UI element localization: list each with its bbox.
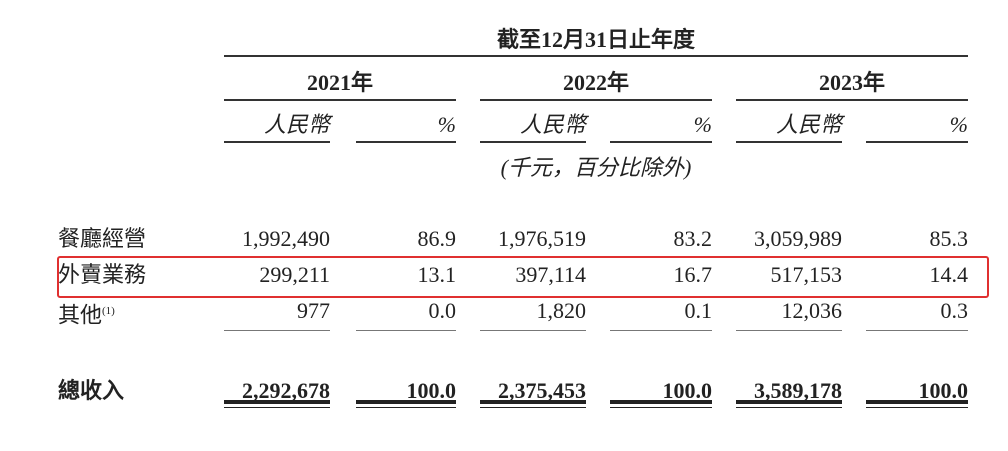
table-cell: 0.3	[940, 298, 969, 323]
row-label: 外賣業務	[58, 262, 146, 288]
unit-rule	[224, 141, 330, 143]
table-cell: 83.2	[673, 226, 713, 251]
total-cell: 100.0	[406, 378, 457, 403]
total-double-rule-thick	[224, 400, 330, 404]
total-cell: 3,589,178	[754, 378, 842, 403]
unit-rule	[610, 141, 712, 143]
table-cell: 397,114	[515, 262, 586, 287]
table-cell: 1,992,490	[242, 226, 330, 251]
table-cell: 1,820	[536, 298, 587, 323]
total-double-rule-thin	[866, 407, 968, 408]
period-title: 截至12月31日止年度	[496, 27, 695, 52]
row-label-text: 餐廳經營	[58, 226, 147, 251]
percent-header: %	[949, 112, 968, 137]
total-double-rule-thin	[356, 407, 456, 408]
total-double-rule-thin	[736, 407, 842, 408]
table-cell: 13.1	[417, 262, 457, 287]
table-cell: 12,036	[781, 298, 843, 323]
total-double-rule-thick	[480, 400, 586, 404]
currency-header: 人民幣	[775, 112, 842, 137]
currency-header: 人民幣	[263, 112, 330, 137]
total-cell: 100.0	[918, 378, 969, 403]
total-double-rule-thick	[736, 400, 842, 404]
table-cell: 85.3	[929, 226, 969, 251]
total-double-rule-thick	[356, 400, 456, 404]
table-cell: 977	[297, 298, 330, 323]
unit-rule	[356, 141, 456, 143]
table-cell: 16.7	[673, 262, 713, 287]
unit-rule	[866, 141, 968, 143]
total-double-rule-thick	[866, 400, 968, 404]
total-label: 總收入	[58, 378, 125, 403]
percent-header: %	[693, 112, 712, 137]
total-double-rule-thick	[610, 400, 712, 404]
row-label: 餐廳經營	[58, 226, 146, 252]
year-header: 2022年	[562, 70, 629, 95]
currency-header: 人民幣	[519, 112, 586, 137]
subtotal-rule	[866, 330, 968, 331]
table-cell: 3,059,989	[754, 226, 842, 251]
total-cell: 2,375,453	[498, 378, 586, 403]
row-label-text: 其他	[58, 302, 103, 328]
table-cell: 0.1	[684, 298, 713, 323]
table-cell: 1,976,519	[498, 226, 586, 251]
total-double-rule-thin	[224, 407, 330, 408]
subtotal-rule	[480, 330, 586, 331]
year-header: 2023年	[818, 70, 885, 95]
total-cell: 2,292,678	[242, 378, 330, 403]
subtotal-rule	[736, 330, 842, 331]
table-cell: 14.4	[929, 262, 969, 287]
total-cell: 100.0	[662, 378, 713, 403]
highlight-box	[57, 256, 989, 298]
row-label-text: 外賣業務	[58, 262, 147, 287]
table-cell: 86.9	[417, 226, 457, 251]
period-rule	[224, 55, 968, 57]
total-double-rule-thin	[480, 407, 586, 408]
subtotal-rule	[356, 330, 456, 331]
year-header: 2021年	[306, 70, 373, 95]
unit-note: (千元，百分比除外)	[500, 155, 692, 180]
unit-rule	[480, 141, 586, 143]
table-cell: 517,153	[770, 262, 843, 287]
year-rule	[224, 99, 456, 101]
row-label: 其他(1)	[58, 298, 115, 328]
subtotal-rule	[610, 330, 712, 331]
year-rule	[736, 99, 968, 101]
subtotal-rule	[224, 330, 330, 331]
total-double-rule-thin	[610, 407, 712, 408]
table-cell: 0.0	[428, 298, 457, 323]
unit-rule	[736, 141, 842, 143]
table-cell: 299,211	[259, 262, 330, 287]
percent-header: %	[437, 112, 456, 137]
footnote-marker: (1)	[102, 305, 115, 317]
year-rule	[480, 99, 712, 101]
